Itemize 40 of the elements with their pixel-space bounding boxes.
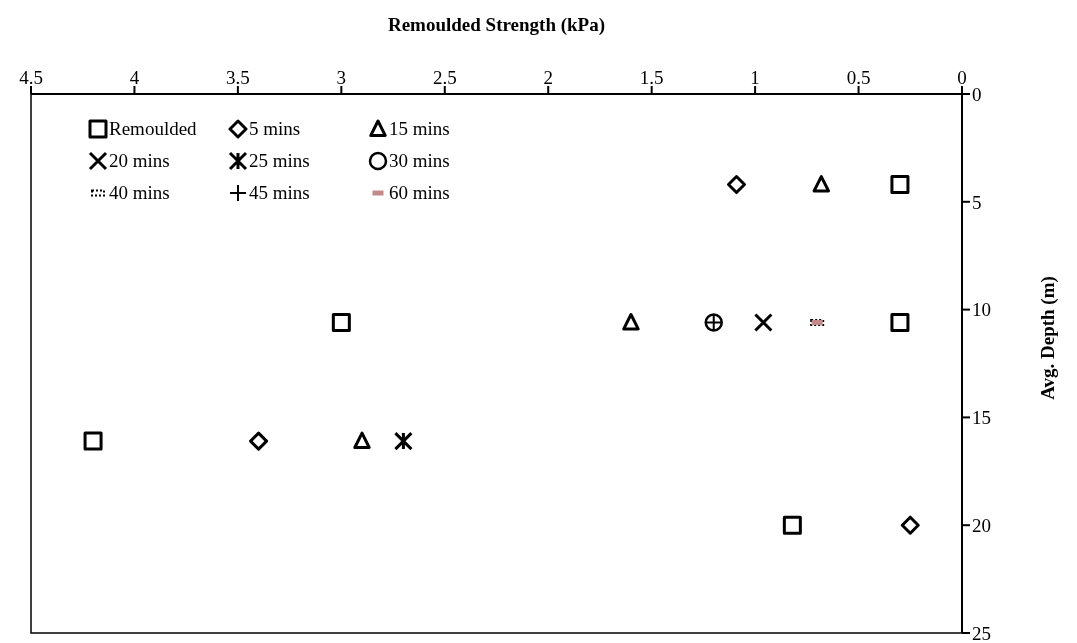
point xyxy=(890,175,910,195)
x-axis-title: Remoulded Strength (kPa) xyxy=(386,14,607,36)
point xyxy=(890,313,910,333)
y-tick-label: 5 xyxy=(972,191,982,213)
x-tick-label: 2 xyxy=(543,67,553,88)
legend-label: 25 mins xyxy=(249,150,310,172)
point xyxy=(331,313,351,333)
point xyxy=(249,431,269,451)
point xyxy=(353,431,371,450)
point xyxy=(726,175,746,195)
legend-label: 20 mins xyxy=(109,150,170,172)
y-tick-label: 20 xyxy=(972,514,991,536)
legend-label: 15 mins xyxy=(389,118,450,140)
legend-label: 30 mins xyxy=(389,150,450,172)
x-tick-label: 0 xyxy=(957,67,967,88)
point xyxy=(622,313,640,331)
y-tick-label: 10 xyxy=(972,299,991,321)
point xyxy=(83,431,103,451)
point xyxy=(393,431,413,451)
point xyxy=(900,515,920,535)
point xyxy=(782,515,802,535)
point xyxy=(753,313,773,333)
y-axis-title: Avg. Depth (m) xyxy=(1037,276,1059,400)
legend-label: 60 mins xyxy=(389,182,450,204)
legend-label: 45 mins xyxy=(249,182,310,204)
y-tick-label: 0 xyxy=(972,83,982,105)
point xyxy=(812,175,831,193)
x-tick-label: 3.5 xyxy=(226,67,250,88)
legend-label: 5 mins xyxy=(249,118,301,140)
y-tick-label: 15 xyxy=(972,407,991,429)
y-tick-label: 25 xyxy=(972,622,991,643)
x-tick-label: 4.5 xyxy=(19,67,43,88)
legend-label: 40 mins xyxy=(109,182,170,204)
x-tick-label: 0.5 xyxy=(846,67,871,88)
x-tick-label: 1 xyxy=(750,67,760,88)
x-tick-label: 2.5 xyxy=(432,67,457,88)
x-tick-label: 4 xyxy=(129,67,140,88)
legend-label: Remoulded xyxy=(109,118,197,140)
x-tick-label: 3 xyxy=(336,67,347,88)
x-tick-label: 1.5 xyxy=(639,67,664,88)
